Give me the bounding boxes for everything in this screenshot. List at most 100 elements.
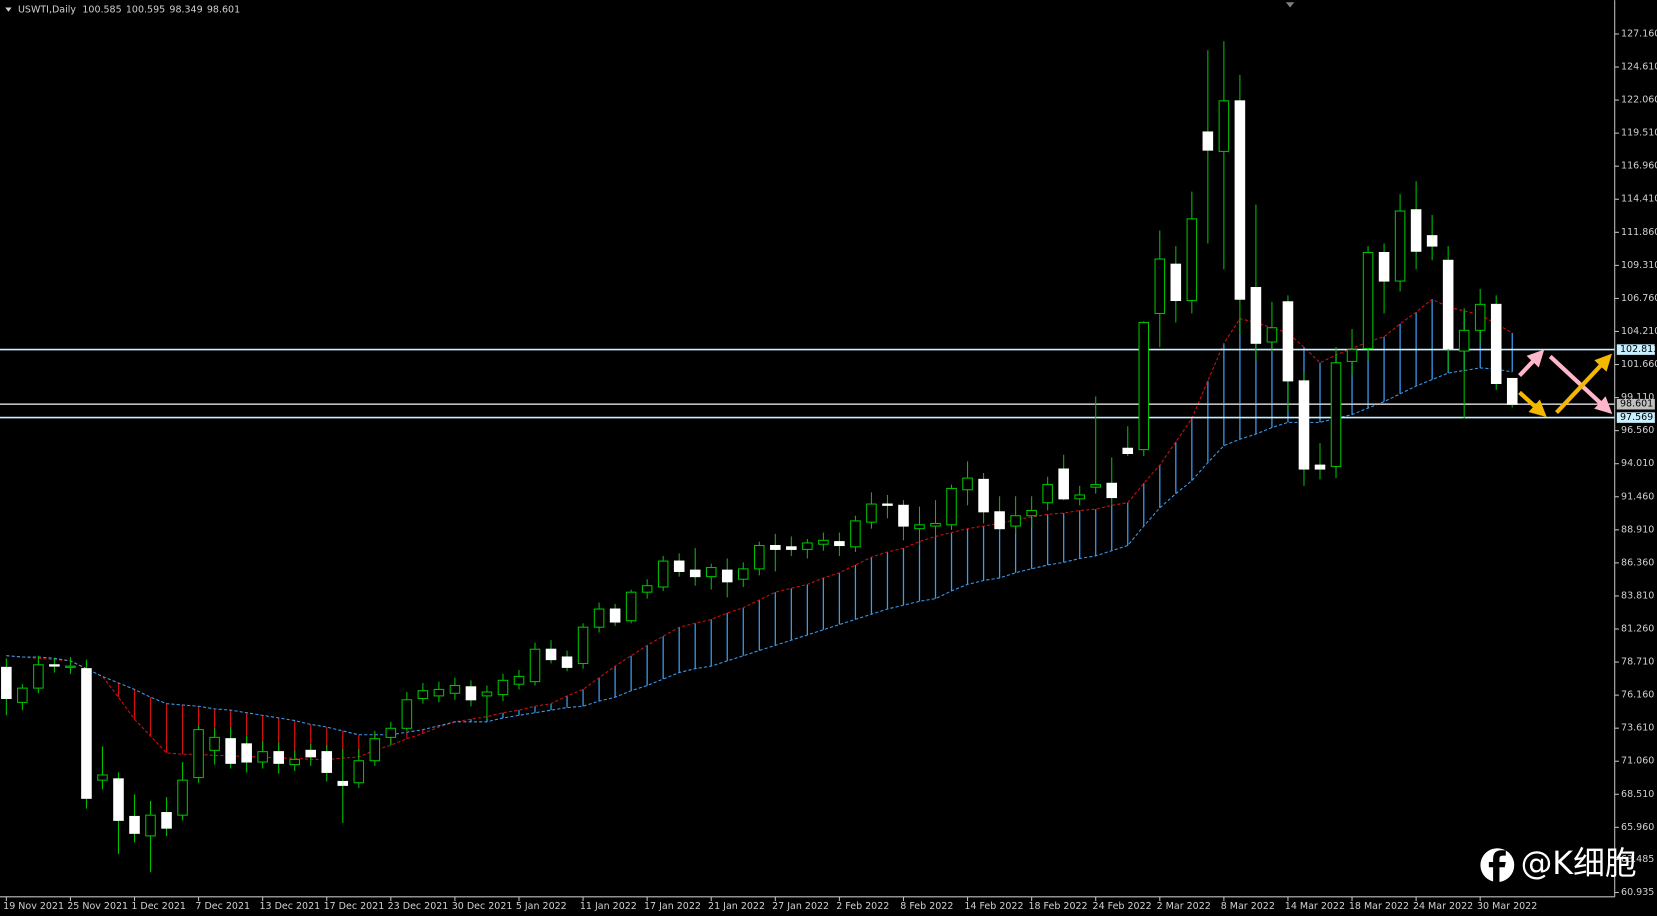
y-tick-label: 109.310 [1621,260,1657,271]
arrow [1518,390,1547,418]
y-tick-label: 104.210 [1621,326,1657,337]
x-tick-label: 24 Mar 2022 [1413,901,1473,912]
shift-marker [1285,2,1295,8]
arrow [1555,353,1612,414]
price-label-box [1616,344,1655,355]
candle-body [1,666,12,700]
candle-body [369,738,381,762]
price-label: 98.601 [1620,399,1653,410]
x-tick-label: 17 Dec 2021 [324,901,385,912]
overlay-layer [6,298,1513,760]
candle-body [1410,209,1422,252]
x-tick-label: 21 Jan 2022 [708,901,765,912]
candle-body [1458,329,1470,352]
candle-body [353,760,365,784]
candle-body [401,699,413,729]
candle-body [834,541,845,547]
y-tick-label: 88.910 [1621,524,1654,535]
x-tick-label: 23 Dec 2021 [388,901,449,912]
candle-body [994,511,1005,530]
candle-body [529,648,541,683]
x-tick-label: 24 Feb 2022 [1093,901,1152,912]
price-label-box [1616,398,1655,410]
x-tick-label: 14 Feb 2022 [964,901,1023,912]
price-label: 97.569 [1620,412,1653,423]
candle-body [1042,484,1053,504]
ohlc-high: 100.595 [126,4,165,15]
candle-body [1426,235,1438,247]
candle-body [1394,210,1406,282]
candle-body [1314,464,1326,470]
chart-title: USWTI,Daily 100.585 100.595 98.349 98.601 [18,4,240,15]
candle-body [497,679,509,696]
candle-body [609,608,621,623]
candle-body [962,477,973,491]
candle-body [545,648,557,661]
candle-body [33,664,44,689]
candle-body [273,751,284,764]
candle-body [1298,380,1310,470]
x-tick-label: 5 Jan 2022 [516,901,567,912]
y-tick-label: 76.160 [1621,690,1654,701]
x-tick-label: 11 Jan 2022 [580,901,637,912]
candle-body [1154,258,1166,314]
x-tick-label: 18 Mar 2022 [1349,901,1409,912]
y-tick-label: 73.610 [1621,723,1654,734]
price-label: 102.813 [1620,344,1657,355]
y-tick-label: 101.660 [1621,359,1657,370]
overlay-line [6,298,1513,760]
fb-glyph [1488,850,1506,883]
candle-body [882,503,893,506]
x-tick-label: 13 Dec 2021 [259,901,320,912]
candle-body [721,569,733,583]
price-label-box [1616,412,1655,423]
candle-body [1186,218,1198,302]
x-tick-label: 30 Dec 2021 [452,901,513,912]
y-tick-label: 78.710 [1621,657,1654,668]
y-tick-label: 65.960 [1621,822,1654,833]
candle-body [657,560,669,588]
x-tick-label: 18 Feb 2022 [1028,901,1087,912]
candle-body [305,749,317,758]
y-tick-label: 81.260 [1621,624,1654,635]
y-tick-label: 122.060 [1621,95,1657,106]
candle-body [1202,131,1214,151]
candle-body [49,664,60,667]
x-tick-label: 8 Mar 2022 [1221,901,1275,912]
hline-layer [0,348,1615,419]
candle-body [1346,349,1358,362]
candle-body [1138,322,1150,451]
candle-body [97,774,108,781]
candle-body [1378,252,1390,282]
candle-body [1058,468,1069,500]
candle-body [1250,287,1262,344]
candle-body [1106,482,1118,499]
y-tick-label: 86.360 [1621,557,1654,568]
arrow [1548,354,1613,414]
x-tick-label: 17 Jan 2022 [644,901,701,912]
candle-body [1010,515,1021,527]
candle-body [978,478,989,513]
candle-body [641,585,653,593]
candle-body [1266,327,1278,343]
candle-body [1330,362,1342,467]
candle-body [241,743,252,763]
candle-body [257,751,268,763]
candle-body [225,738,236,764]
candle-body [465,686,477,701]
candle-body [1362,252,1374,349]
candle-body [625,591,637,622]
x-tick-label: 14 Mar 2022 [1285,901,1345,912]
overlay-line [6,367,1513,736]
annotation-arrows [1518,349,1613,418]
y-tick-label: 94.010 [1621,458,1654,469]
candle-body [1122,447,1134,455]
candle-body [337,780,349,786]
candle-body [850,520,861,548]
candle-body [898,504,909,527]
y-tick-label: 71.060 [1621,756,1654,767]
candle-body [689,569,701,578]
candle-body [1474,303,1486,331]
candle-body [433,688,445,697]
y-tick-label: 91.460 [1621,491,1654,502]
